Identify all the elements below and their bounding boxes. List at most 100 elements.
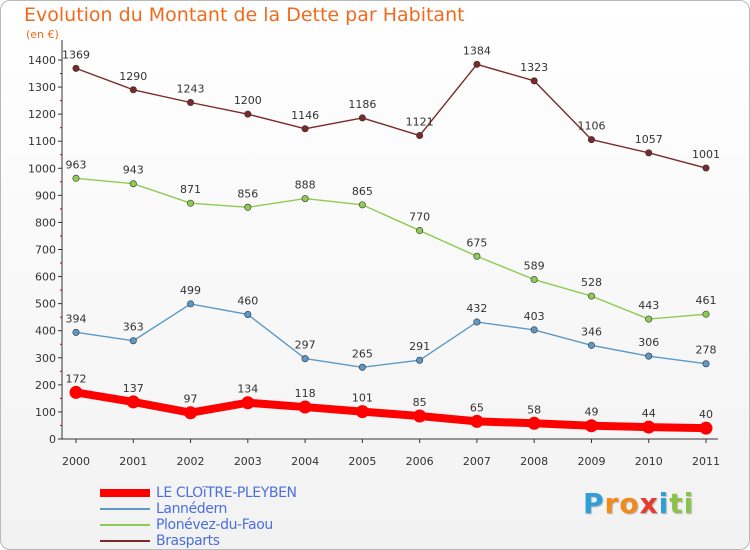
- legend: LE CLOïTRE-PLEYBEN Lannédern Plonévez-du-F…: [100, 485, 297, 549]
- data-point-plon-vez-du-faou: [187, 199, 195, 207]
- y-tick-label: 500: [35, 298, 56, 311]
- data-point-le-clo-tre-pleyben: [527, 416, 541, 430]
- data-point-le-clo-tre-pleyben: [298, 400, 312, 414]
- data-label-brasparts: 1369: [62, 48, 90, 61]
- y-tick-label: 100: [35, 406, 56, 419]
- y-tick-label: 400: [35, 325, 56, 338]
- logo-letter: P: [583, 487, 605, 520]
- y-tick-label: 700: [35, 244, 56, 257]
- data-point-lann-dern: [587, 341, 595, 349]
- data-label-brasparts: 1001: [692, 148, 720, 161]
- series-line-brasparts: [75, 63, 707, 169]
- data-label-le-clo-tre-pleyben: 40: [699, 408, 713, 421]
- data-label-brasparts: 1121: [406, 116, 434, 129]
- data-label-le-clo-tre-pleyben: 134: [237, 383, 258, 396]
- data-label-brasparts: 1323: [520, 61, 548, 74]
- data-label-plon-vez-du-faou: 589: [524, 260, 545, 273]
- data-point-brasparts: [416, 132, 424, 140]
- x-tick-label: 2007: [463, 455, 491, 468]
- logo-letter: r: [604, 487, 620, 520]
- series-line-plon-vez-du-faou: [75, 177, 707, 320]
- legend-label: LE CLOïTRE-PLEYBEN: [156, 485, 297, 501]
- data-label-plon-vez-du-faou: 443: [638, 299, 659, 312]
- data-label-lann-dern: 265: [352, 347, 373, 360]
- data-point-lann-dern: [645, 352, 653, 360]
- data-point-lann-dern: [416, 356, 424, 364]
- legend-item-lann-dern: Lannédern: [100, 501, 297, 517]
- data-point-plon-vez-du-faou: [645, 315, 653, 323]
- data-point-brasparts: [702, 164, 710, 172]
- data-point-plon-vez-du-faou: [129, 180, 137, 188]
- proxiti-logo: Proxiti: [583, 487, 694, 520]
- x-tick-label: 2004: [291, 455, 319, 468]
- data-point-brasparts: [530, 77, 538, 85]
- data-label-plon-vez-du-faou: 963: [66, 158, 87, 171]
- series-line-lann-dern: [75, 303, 707, 368]
- data-point-brasparts: [301, 125, 309, 133]
- data-point-le-clo-tre-pleyben: [241, 396, 255, 410]
- data-label-le-clo-tre-pleyben: 137: [123, 382, 144, 395]
- data-point-lann-dern: [473, 318, 481, 326]
- data-point-le-clo-tre-pleyben: [355, 405, 369, 419]
- data-label-plon-vez-du-faou: 943: [123, 164, 144, 177]
- data-label-lann-dern: 460: [237, 294, 258, 307]
- data-point-le-clo-tre-pleyben: [642, 420, 656, 434]
- x-tick-label: 2002: [177, 455, 205, 468]
- data-label-lann-dern: 297: [295, 339, 316, 352]
- data-point-plon-vez-du-faou: [702, 310, 710, 318]
- data-point-brasparts: [244, 110, 252, 118]
- data-label-lann-dern: 394: [66, 312, 87, 325]
- y-tick-label: 200: [35, 379, 56, 392]
- data-label-lann-dern: 306: [638, 336, 659, 349]
- data-label-le-clo-tre-pleyben: 49: [584, 406, 598, 419]
- legend-item-le-clo-tre-pleyben: LE CLOïTRE-PLEYBEN: [100, 485, 297, 501]
- legend-item-plon-vez-du-faou: Plonévez-du-Faou: [100, 517, 297, 533]
- data-point-brasparts: [129, 86, 137, 94]
- data-label-le-clo-tre-pleyben: 118: [295, 387, 316, 400]
- data-point-brasparts: [645, 149, 653, 157]
- data-point-plon-vez-du-faou: [530, 276, 538, 284]
- y-tick-label: 1100: [28, 135, 56, 148]
- data-label-plon-vez-du-faou: 528: [581, 276, 602, 289]
- data-label-plon-vez-du-faou: 871: [180, 183, 201, 196]
- legend-swatch: [100, 508, 150, 510]
- y-tick-label: 1200: [28, 108, 56, 121]
- x-tick-label: 2000: [62, 455, 90, 468]
- data-point-lann-dern: [702, 360, 710, 368]
- data-label-brasparts: 1057: [635, 133, 663, 146]
- data-label-lann-dern: 346: [581, 325, 602, 338]
- data-point-plon-vez-du-faou: [416, 227, 424, 235]
- data-point-brasparts: [187, 99, 195, 107]
- data-point-plon-vez-du-faou: [587, 292, 595, 300]
- data-label-lann-dern: 499: [180, 284, 201, 297]
- data-label-le-clo-tre-pleyben: 97: [184, 393, 198, 406]
- data-label-le-clo-tre-pleyben: 44: [642, 407, 656, 420]
- data-point-le-clo-tre-pleyben: [413, 409, 427, 423]
- y-tick-label: 1300: [28, 81, 56, 94]
- x-tick-label: 2010: [635, 455, 663, 468]
- data-point-plon-vez-du-faou: [72, 174, 80, 182]
- logo-letter: t: [669, 487, 684, 520]
- data-point-brasparts: [473, 60, 481, 68]
- x-tick-label: 2008: [520, 455, 548, 468]
- data-label-plon-vez-du-faou: 865: [352, 185, 373, 198]
- data-label-plon-vez-du-faou: 461: [696, 294, 717, 307]
- data-point-lann-dern: [187, 300, 195, 308]
- y-tick-label: 1400: [28, 54, 56, 67]
- x-tick-label: 2003: [234, 455, 262, 468]
- data-label-le-clo-tre-pleyben: 172: [66, 372, 87, 385]
- data-point-le-clo-tre-pleyben: [69, 385, 83, 399]
- data-label-lann-dern: 432: [466, 302, 487, 315]
- data-point-plon-vez-du-faou: [358, 201, 366, 209]
- data-point-lann-dern: [530, 326, 538, 334]
- legend-item-brasparts: Brasparts: [100, 533, 297, 549]
- legend-swatch: [100, 540, 150, 542]
- data-label-brasparts: 1384: [463, 44, 491, 57]
- legend-label: Lannédern: [156, 501, 228, 517]
- data-point-lann-dern: [129, 337, 137, 345]
- data-label-lann-dern: 403: [524, 310, 545, 323]
- y-tick-label: 1000: [28, 162, 56, 175]
- data-label-brasparts: 1290: [119, 70, 147, 83]
- data-label-brasparts: 1243: [177, 83, 205, 96]
